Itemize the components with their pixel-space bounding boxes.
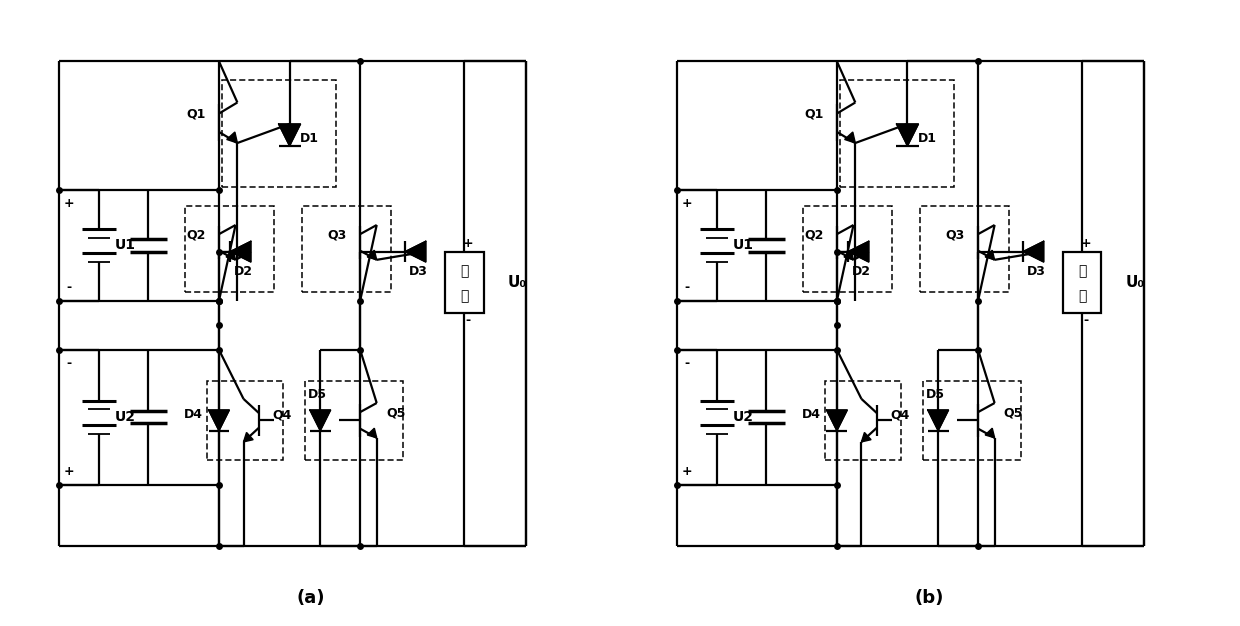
Bar: [920, 205, 1009, 292]
Text: -: -: [684, 357, 689, 370]
Text: Q1: Q1: [804, 107, 823, 120]
Polygon shape: [844, 250, 853, 260]
Bar: [301, 205, 391, 292]
Bar: [804, 205, 892, 292]
Text: U2: U2: [114, 410, 135, 424]
Polygon shape: [231, 241, 250, 262]
Polygon shape: [928, 410, 949, 431]
Text: +: +: [1080, 237, 1091, 250]
Text: 负: 负: [1079, 264, 1086, 279]
Text: -: -: [465, 314, 470, 327]
Text: D1: D1: [300, 131, 319, 145]
Text: Q3: Q3: [327, 228, 346, 242]
Polygon shape: [1023, 241, 1044, 262]
Text: U1: U1: [114, 239, 135, 252]
Bar: [305, 381, 403, 460]
Polygon shape: [226, 250, 236, 260]
Polygon shape: [897, 124, 919, 146]
Text: D5: D5: [925, 388, 945, 401]
Text: +: +: [681, 465, 692, 478]
Bar: [839, 80, 954, 187]
Text: Q5: Q5: [386, 406, 405, 419]
Text: Q1: Q1: [186, 107, 206, 120]
Polygon shape: [367, 250, 377, 260]
Text: Q2: Q2: [186, 228, 206, 242]
Text: 载: 载: [1079, 289, 1086, 303]
Bar: [445, 252, 484, 313]
Text: -: -: [684, 280, 689, 294]
Polygon shape: [405, 241, 425, 262]
Bar: [1064, 252, 1101, 313]
Text: D4: D4: [184, 408, 202, 421]
Text: D2: D2: [234, 265, 253, 278]
Text: +: +: [681, 197, 692, 210]
Text: D3: D3: [1027, 265, 1045, 278]
Text: U₀: U₀: [1126, 275, 1145, 290]
Text: 载: 载: [460, 289, 469, 303]
Polygon shape: [848, 241, 869, 262]
Text: Q4: Q4: [273, 409, 291, 422]
Polygon shape: [243, 433, 253, 442]
Text: Q2: Q2: [804, 228, 823, 242]
Polygon shape: [279, 124, 300, 146]
Text: (a): (a): [296, 590, 325, 607]
Text: -: -: [66, 357, 71, 370]
Polygon shape: [985, 250, 994, 260]
Bar: [825, 381, 901, 460]
Polygon shape: [844, 132, 856, 143]
Text: 负: 负: [460, 264, 469, 279]
Polygon shape: [310, 410, 331, 431]
Text: -: -: [1083, 314, 1087, 327]
Text: U2: U2: [733, 410, 754, 424]
Text: D1: D1: [918, 131, 936, 145]
Polygon shape: [208, 410, 229, 431]
Text: D4: D4: [801, 408, 821, 421]
Text: +: +: [63, 197, 74, 210]
Text: +: +: [63, 465, 74, 478]
Text: U1: U1: [733, 239, 754, 252]
Bar: [923, 381, 1021, 460]
Text: D3: D3: [409, 265, 428, 278]
Text: U₀: U₀: [507, 275, 527, 290]
Text: Q4: Q4: [890, 409, 910, 422]
Polygon shape: [367, 428, 377, 438]
Bar: [222, 80, 336, 187]
Text: -: -: [66, 280, 71, 294]
Text: Q3: Q3: [945, 228, 965, 242]
Text: Q5: Q5: [1004, 406, 1023, 419]
Text: (b): (b): [914, 590, 944, 607]
Bar: [207, 381, 284, 460]
Polygon shape: [827, 410, 847, 431]
Bar: [185, 205, 274, 292]
Polygon shape: [862, 433, 870, 442]
Polygon shape: [227, 132, 237, 143]
Text: D2: D2: [852, 265, 870, 278]
Text: D5: D5: [308, 388, 326, 401]
Polygon shape: [985, 428, 994, 438]
Text: +: +: [463, 237, 472, 250]
